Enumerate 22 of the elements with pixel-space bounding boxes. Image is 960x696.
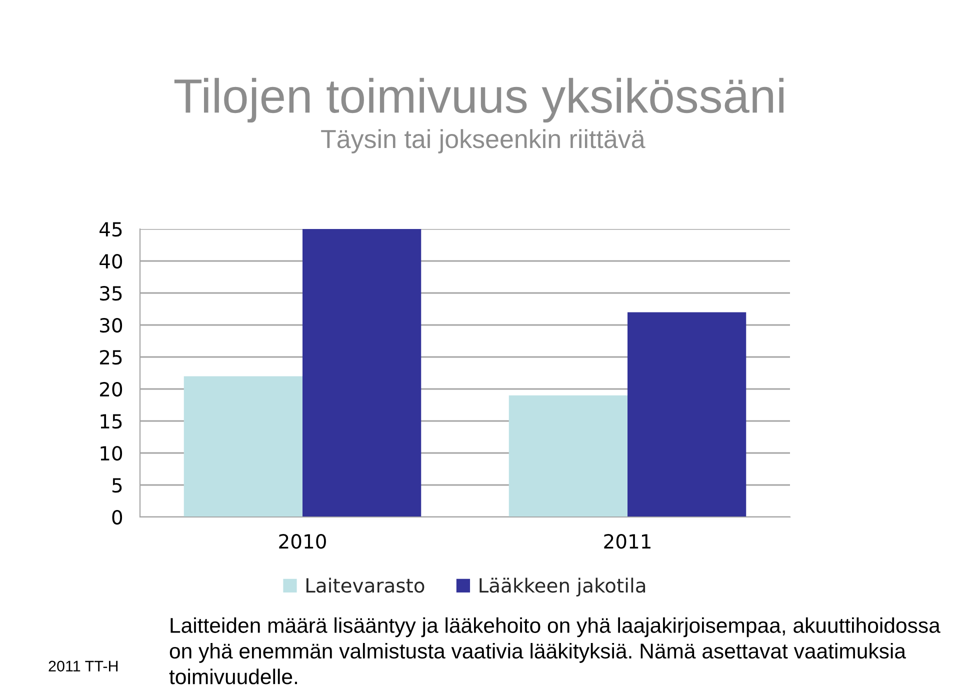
y-tick-label: 40 bbox=[100, 254, 122, 269]
bar bbox=[184, 376, 302, 517]
legend-label: Laitevarasto bbox=[306, 578, 424, 593]
y-tick-label: 30 bbox=[100, 318, 122, 333]
y-tick-label: 25 bbox=[100, 350, 122, 365]
y-tick-label: 10 bbox=[100, 446, 122, 461]
y-tick-label: 20 bbox=[100, 382, 122, 397]
chart-subtitle: Täysin tai jokseenkin riittävä bbox=[321, 129, 646, 154]
y-tick-label: 35 bbox=[100, 286, 122, 301]
text: 2011 TT-H bbox=[48, 660, 118, 672]
bar bbox=[628, 312, 746, 517]
y-tick-label: 0 bbox=[112, 510, 122, 525]
bar bbox=[302, 229, 422, 517]
chart-title: Tilojen toimivuus yksikössäni bbox=[174, 78, 784, 123]
y-tick-label: 45 bbox=[100, 222, 122, 237]
y-tick-label: 15 bbox=[100, 414, 122, 429]
x-tick-label: 2011 bbox=[604, 534, 650, 549]
text: Laitteiden määrä lisääntyy ja lääkehoito on yhä laajakirjoisempaa, akuuttihoidossa on yhä enemmän valmistusta vaativia lääkityksiä. Nämä asettavat vaatimuksia toimivuudelle. bbox=[169, 617, 940, 684]
x-tick-label: 2010 bbox=[279, 534, 326, 549]
legend-label: Lääkkeen jakotila bbox=[480, 578, 646, 597]
y-tick-label: 5 bbox=[112, 478, 122, 493]
bar bbox=[508, 395, 628, 517]
